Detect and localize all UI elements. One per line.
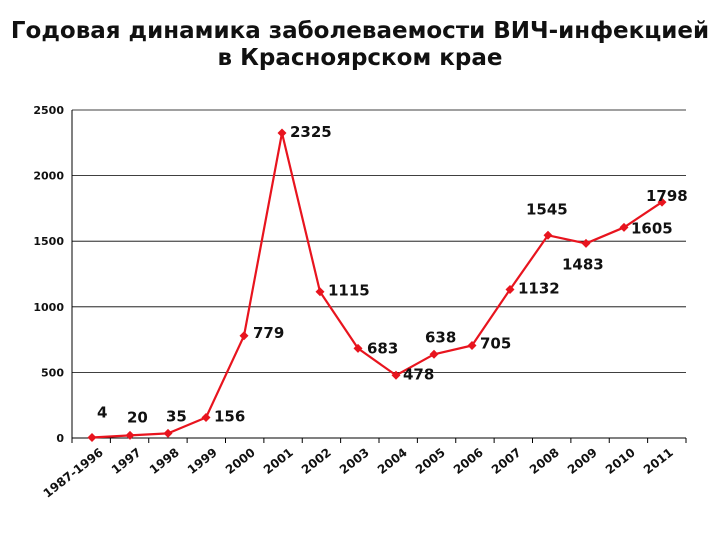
data-label-2011: 1798	[646, 187, 688, 205]
data-point-2011	[657, 197, 667, 207]
data-point-2007	[505, 284, 515, 294]
x-axis: 1987-1996 1997 1998 1999 2000 2001 2002 2003 200…	[41, 437, 687, 501]
x-tick-label-2008: 2008	[527, 445, 562, 477]
x-tick-label-2002: 2002	[299, 445, 334, 477]
x-tick-label-2004: 2004	[375, 445, 410, 477]
data-label-2006: 705	[480, 335, 511, 353]
data-point-2009	[581, 238, 591, 248]
data-label-2000: 779	[253, 324, 284, 342]
x-tick-label-1999: 1999	[185, 445, 220, 477]
chart-title-line2: в Красноярском крае	[217, 45, 503, 71]
x-tick-label-2006: 2006	[451, 445, 486, 477]
chart-grid	[72, 109, 686, 373]
x-tick-label-1987-1996: 1987-1996	[41, 445, 106, 500]
y-tick-label-0: 0	[56, 432, 64, 445]
data-point-2001	[277, 128, 287, 138]
x-tick-label-2010: 2010	[603, 445, 638, 477]
data-point-2010	[619, 222, 629, 232]
data-point-2005	[429, 349, 439, 359]
data-label-2004: 478	[403, 365, 434, 383]
series-polyline	[91, 131, 663, 439]
data-label-2008: 1545	[526, 200, 568, 218]
data-point-2000	[239, 331, 249, 341]
x-tick-label-2009: 2009	[565, 445, 600, 477]
chart-title-line1: Годовая динамика заболеваемости ВИЧ-инфе…	[10, 18, 710, 44]
data-point-1998	[163, 428, 173, 438]
data-label-2003: 683	[367, 339, 398, 357]
series-line	[87, 128, 667, 442]
y-tick-label-2000: 2000	[33, 170, 64, 183]
y-tick-label-500: 500	[41, 366, 64, 379]
x-tick-label-1998: 1998	[147, 445, 182, 477]
data-point-1997	[125, 430, 135, 440]
x-tick-label-2011: 2011	[641, 445, 676, 477]
data-point-1999	[201, 413, 211, 423]
x-tick-label-2007: 2007	[489, 445, 524, 477]
data-label-1998: 35	[166, 407, 187, 425]
x-tick-label-2000: 2000	[223, 445, 258, 477]
data-label-2010: 1605	[631, 219, 673, 237]
data-label-2001: 2325	[290, 123, 332, 141]
data-point-1987-1996	[87, 432, 97, 442]
y-axis: 0 500 1000 1500 2000 2500	[33, 104, 73, 445]
data-point-2004	[391, 370, 401, 380]
y-tick-label-2500: 2500	[33, 104, 64, 117]
data-label-2002: 1115	[328, 282, 370, 300]
data-label-2005: 638	[425, 328, 456, 346]
data-label-1999: 156	[214, 408, 245, 426]
chart-title: Годовая динамика заболеваемости ВИЧ-инфе…	[0, 18, 720, 72]
x-tick-label-2005: 2005	[413, 445, 448, 477]
data-label-2009: 1483	[562, 255, 604, 273]
data-point-2003	[353, 343, 363, 353]
y-tick-label-1500: 1500	[33, 235, 64, 248]
data-point-2006	[467, 341, 477, 351]
x-tick-label-2003: 2003	[337, 445, 372, 477]
x-tick-label-1997: 1997	[109, 445, 144, 477]
data-point-2008	[543, 230, 553, 240]
y-tick-label-1000: 1000	[33, 301, 64, 314]
data-label-1987-1996: 4	[97, 403, 107, 421]
data-label-2007: 1132	[518, 279, 560, 297]
data-labels: 4 20 35 156 779 2325 1115 683 478 638 705 1132 1545 1…	[97, 123, 688, 426]
x-tick-label-2001: 2001	[261, 445, 296, 477]
data-label-1997: 20	[127, 408, 148, 426]
data-point-2002	[315, 287, 325, 297]
